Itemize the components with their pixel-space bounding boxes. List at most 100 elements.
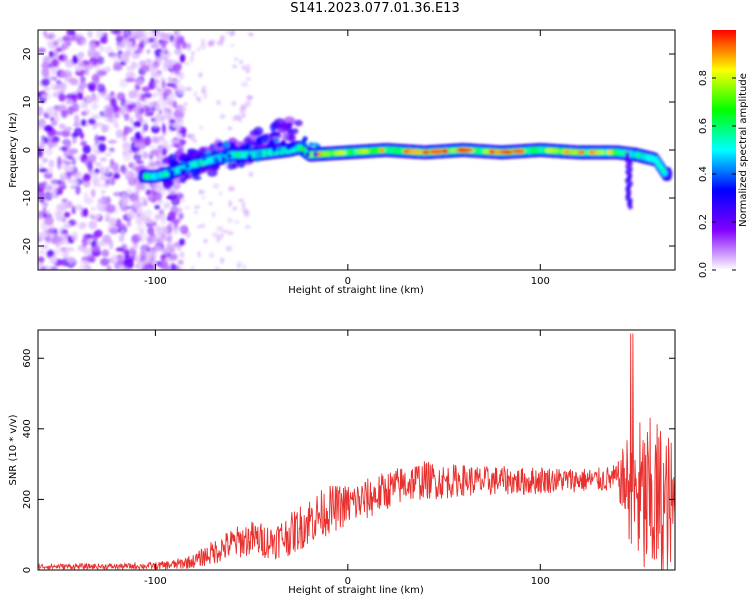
colorbar-tick-label: 0.4 [698,166,709,182]
noise-blob [69,219,75,227]
colorbar-ticks: 0.0 0.2 0.4 0.6 0.8 [698,70,736,278]
ridge-peak [488,149,495,154]
noise-blob [226,217,233,224]
noise-blob [122,152,132,162]
y-tick-label: 400 [22,419,33,438]
noise-blob [161,122,165,126]
noise-blob [52,249,62,255]
noise-blob [140,129,146,135]
noise-blob [65,161,72,166]
noise-blob [82,241,87,248]
noise-blob [197,250,201,258]
ridge-peak [549,148,560,154]
noise-blob [135,111,142,119]
noise-blob [94,168,101,174]
feature-blob [256,138,262,144]
noise-blob [97,56,105,65]
noise-blob [161,217,166,225]
noise-blob [104,95,110,101]
noise-blob [179,251,185,258]
feature-blob [180,161,186,167]
noise-blob [173,30,178,36]
noise-blob [166,82,176,87]
noise-blob [119,196,129,207]
noise-blob [172,137,178,141]
noise-blob [50,83,56,91]
noise-blob [234,114,241,121]
noise-blob [104,152,112,157]
noise-blob [75,65,83,72]
noise-blob [142,98,148,104]
noise-blob [78,82,88,90]
noise-blob [122,141,131,151]
noise-blob [63,211,71,218]
noise-blob [150,79,159,84]
noise-blob [172,210,179,217]
noise-blob [83,247,92,256]
noise-blob [92,144,98,154]
noise-blob [176,133,183,138]
noise-blob [162,94,168,100]
noise-blob [161,77,166,83]
noise-blob [153,73,163,78]
noise-blob [225,30,229,34]
noise-blob [110,97,117,107]
noise-blob [167,76,173,83]
noise-blob [141,35,148,40]
noise-blob [141,120,148,124]
noise-blob [158,98,166,102]
x-tick-label: 100 [531,576,550,587]
noise-blob [177,225,185,232]
feature-blob [274,137,280,143]
feature-blob [290,142,296,148]
noise-blob [231,101,237,107]
noise-blob [45,106,56,116]
noise-blob [79,259,89,267]
noise-blob [220,233,224,238]
noise-blob [136,216,143,224]
noise-blob [134,131,141,141]
noise-blob [85,234,95,240]
noise-blob [242,264,247,270]
noise-blob [132,153,142,161]
noise-blob [108,239,114,250]
noise-blob [41,78,51,87]
noise-blob [83,60,91,66]
noise-blob [138,35,142,43]
noise-blob [56,156,62,166]
snr-ylabel: SNR (10 * v/v) [8,414,19,485]
noise-blob [90,206,96,212]
noise-blob [99,36,108,44]
noise-blob [94,122,104,127]
noise-blob [179,53,186,63]
noise-blob [67,151,74,156]
noise-blob [175,266,181,270]
noise-blob [105,166,110,174]
noise-blob [160,39,167,49]
noise-blob [91,114,100,120]
noise-blob [237,264,241,269]
feature-blob [229,142,235,148]
noise-blob [80,207,85,218]
noise-blob [161,248,165,253]
noise-blob [91,176,101,185]
noise-blob [86,160,93,170]
feature-blob [181,168,187,174]
noise-blob [150,145,157,150]
feature-blob [305,151,311,157]
noise-blob [175,79,182,84]
noise-blob [158,209,164,215]
noise-blob [42,207,47,217]
noise-blob [155,243,163,249]
noise-blob [192,139,198,143]
noise-blob [54,131,63,136]
ridge-peak [320,151,331,157]
noise-blob [169,262,175,267]
x-tick-label: 0 [345,276,351,287]
noise-blob [153,140,161,144]
noise-blob [155,159,162,166]
noise-blob [48,159,55,168]
feature-blob [286,121,293,128]
noise-blob [216,39,224,46]
noise-blob [176,84,186,94]
